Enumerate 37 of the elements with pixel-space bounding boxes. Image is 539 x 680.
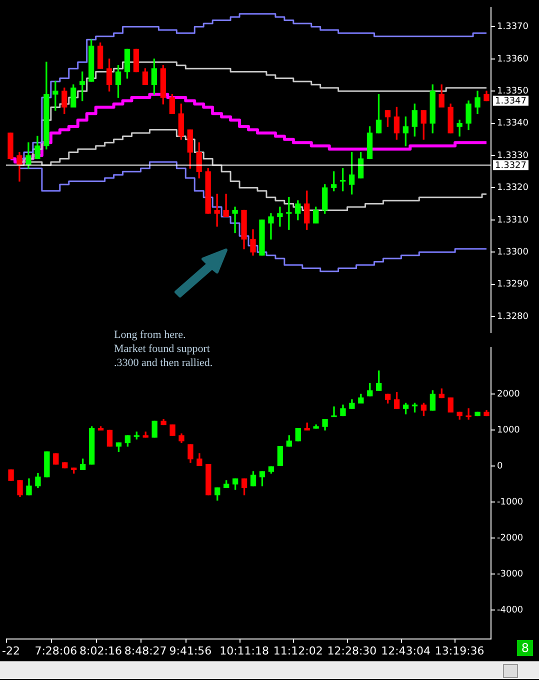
- y-tick-label: 2000: [497, 390, 520, 400]
- x-tick-label: -22: [2, 644, 20, 658]
- x-tick-label: 9:41:56: [169, 644, 212, 658]
- y-tick-label: 1.3350: [497, 86, 529, 96]
- x-tick-label: 7:28:06: [34, 644, 78, 658]
- y-tick-label: 0: [497, 461, 503, 472]
- y-tick-label: 1.3290: [497, 280, 529, 290]
- candlestick: [466, 408, 472, 420]
- y-tick-label: -1000: [497, 497, 524, 508]
- text: 8: [517, 640, 533, 656]
- y-tick-label: -3000: [497, 569, 524, 580]
- x-tick-label: 12:43:04: [381, 644, 430, 658]
- x-tick-label: 11:12:02: [273, 644, 323, 658]
- x-tick-label: 8:48:27: [124, 644, 167, 658]
- y-tick-label: 1000: [497, 425, 520, 436]
- x-tick-label: 12:28:30: [327, 644, 377, 658]
- y-tick-label: -4000: [497, 605, 524, 616]
- y-tick-label: 1.3280: [497, 312, 529, 322]
- x-tick-label: 13:19:36: [434, 644, 484, 658]
- y-tick-label: 1.3300: [497, 247, 529, 258]
- y-tick-label: 1.3340: [497, 118, 529, 129]
- y-tick-label: 1.3370: [497, 22, 529, 32]
- annotation: Long from here. Market found support .3300 and then rallied.: [114, 328, 213, 370]
- y-tick-label: 1.3310: [497, 215, 529, 226]
- x-tick-label: 10:11:18: [220, 644, 269, 658]
- y-tick-label: 1.3320: [497, 183, 529, 194]
- text: 1.3347: [495, 96, 526, 107]
- x-tick-label: 8:02:16: [80, 644, 122, 658]
- candlestick: [214, 194, 220, 227]
- y-tick-label: 1.3360: [497, 54, 529, 64]
- candlestick: [456, 120, 462, 137]
- candlestick: [232, 206, 238, 234]
- y-tick-label: -2000: [497, 533, 524, 544]
- ref-line-label: 1.3327: [495, 161, 526, 172]
- candlestick: [331, 406, 337, 418]
- y-tick-label: 1.3330: [497, 150, 529, 161]
- candlestick: [277, 206, 283, 227]
